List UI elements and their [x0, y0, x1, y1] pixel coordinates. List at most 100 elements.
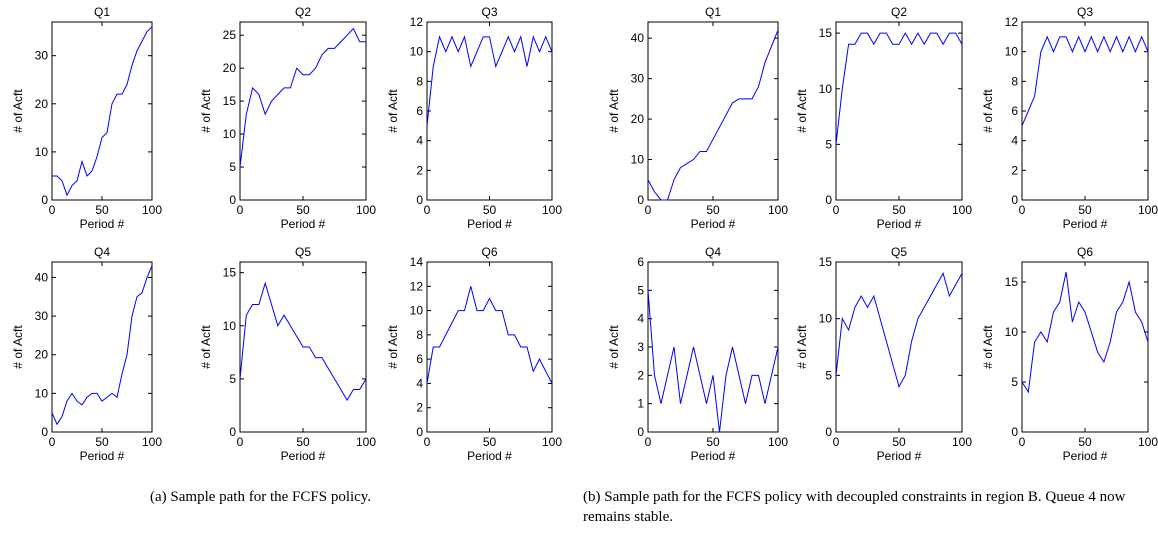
y-tick-label: 6 — [416, 104, 423, 118]
x-tick-label: 100 — [542, 435, 562, 449]
y-tick-label: 5 — [825, 137, 832, 151]
x-tick-label: 50 — [483, 203, 497, 217]
y-tick-label: 12 — [410, 15, 424, 29]
data-line — [835, 32, 963, 145]
x-axis-label: Period # — [281, 217, 326, 231]
x-tick-label: 0 — [424, 203, 431, 217]
y-tick-label: 5 — [229, 160, 236, 174]
y-tick-label: 30 — [35, 309, 49, 323]
x-axis-label: Period # — [467, 449, 512, 463]
subplot-title: Q2 — [295, 5, 311, 19]
y-tick-label: 4 — [1011, 134, 1018, 148]
caption: (b) Sample path for the FCFS policy with… — [583, 487, 1155, 527]
data-line — [239, 27, 366, 168]
y-axis-label: # of Acft — [11, 325, 25, 369]
subplot-title: Q2 — [891, 5, 907, 19]
x-tick-label: 0 — [49, 435, 56, 449]
y-tick-label: 10 — [819, 82, 833, 96]
axes-box — [51, 21, 153, 201]
y-axis-label: # of Acft — [11, 89, 25, 133]
y-tick-label: 20 — [35, 97, 49, 111]
subplot-title: Q1 — [705, 5, 721, 19]
y-tick-label: 0 — [825, 425, 832, 439]
y-tick-label: 20 — [35, 348, 49, 362]
x-tick-label: 50 — [296, 203, 310, 217]
subplot-title: Q1 — [94, 5, 110, 19]
axes-box — [835, 261, 963, 433]
x-axis-label: Period # — [281, 449, 326, 463]
x-axis-label: Period # — [691, 217, 736, 231]
x-tick-label: 0 — [1019, 435, 1026, 449]
x-axis-label: Period # — [1063, 449, 1108, 463]
y-tick-label: 10 — [1005, 325, 1019, 339]
y-tick-label: 30 — [35, 49, 49, 63]
y-tick-label: 15 — [223, 94, 237, 108]
y-axis-label: # of Acft — [795, 89, 809, 133]
x-tick-label: 100 — [1138, 435, 1158, 449]
y-tick-label: 20 — [223, 61, 237, 75]
x-tick-label: 0 — [1019, 203, 1026, 217]
x-tick-label: 50 — [1078, 203, 1092, 217]
y-tick-label: 5 — [637, 283, 644, 297]
y-tick-label: 5 — [825, 368, 832, 382]
y-tick-label: 10 — [35, 386, 49, 400]
axes-box — [426, 21, 553, 201]
y-tick-label: 2 — [416, 163, 423, 177]
y-tick-label: 6 — [637, 255, 644, 269]
y-tick-label: 2 — [1011, 163, 1018, 177]
x-tick-label: 100 — [542, 203, 562, 217]
caption-text: (b) Sample path for the FCFS policy with… — [583, 489, 1126, 525]
data-line — [426, 286, 553, 384]
x-tick-label: 100 — [768, 435, 788, 449]
x-tick-label: 50 — [1078, 435, 1092, 449]
y-tick-label: 4 — [416, 376, 423, 390]
x-tick-label: 100 — [142, 435, 162, 449]
x-tick-label: 100 — [952, 203, 972, 217]
subplot-title: Q3 — [1077, 5, 1093, 19]
x-axis-label: Period # — [80, 217, 125, 231]
y-tick-label: 40 — [631, 31, 645, 45]
y-tick-label: 6 — [416, 352, 423, 366]
y-axis-label: # of Acft — [795, 325, 809, 369]
axes-box — [647, 261, 779, 433]
y-tick-label: 10 — [410, 304, 424, 318]
subplot-title: Q4 — [94, 245, 110, 259]
y-tick-label: 10 — [410, 45, 424, 59]
y-tick-label: 8 — [416, 74, 423, 88]
x-tick-label: 0 — [645, 203, 652, 217]
subplot-title: Q3 — [481, 5, 497, 19]
x-tick-label: 50 — [892, 435, 906, 449]
data-line — [239, 281, 367, 402]
subplot-title: Q5 — [891, 245, 907, 259]
x-tick-label: 100 — [952, 435, 972, 449]
x-tick-label: 100 — [356, 203, 376, 217]
y-tick-label: 0 — [416, 425, 423, 439]
y-tick-label: 1 — [637, 397, 644, 411]
y-tick-label: 3 — [637, 340, 644, 354]
y-tick-label: 12 — [1005, 15, 1019, 29]
y-tick-label: 2 — [416, 401, 423, 415]
x-axis-label: Period # — [877, 449, 922, 463]
x-tick-label: 0 — [833, 435, 840, 449]
x-tick-label: 0 — [833, 203, 840, 217]
x-tick-label: 0 — [49, 203, 56, 217]
axes-box — [1021, 261, 1149, 433]
x-tick-label: 50 — [483, 435, 497, 449]
axes-box — [426, 261, 553, 433]
y-tick-label: 5 — [229, 372, 236, 386]
x-axis-label: Period # — [877, 217, 922, 231]
y-tick-label: 14 — [410, 255, 424, 269]
y-tick-label: 15 — [819, 255, 833, 269]
y-tick-label: 0 — [229, 425, 236, 439]
y-axis-label: # of Acft — [199, 325, 213, 369]
y-tick-label: 0 — [41, 425, 48, 439]
axes-box — [647, 21, 779, 201]
subplot-title: Q6 — [1077, 245, 1093, 259]
data-line — [426, 35, 553, 126]
y-tick-label: 15 — [1005, 275, 1019, 289]
y-tick-label: 0 — [1011, 193, 1018, 207]
x-tick-label: 0 — [424, 435, 431, 449]
y-tick-label: 10 — [1005, 45, 1019, 59]
